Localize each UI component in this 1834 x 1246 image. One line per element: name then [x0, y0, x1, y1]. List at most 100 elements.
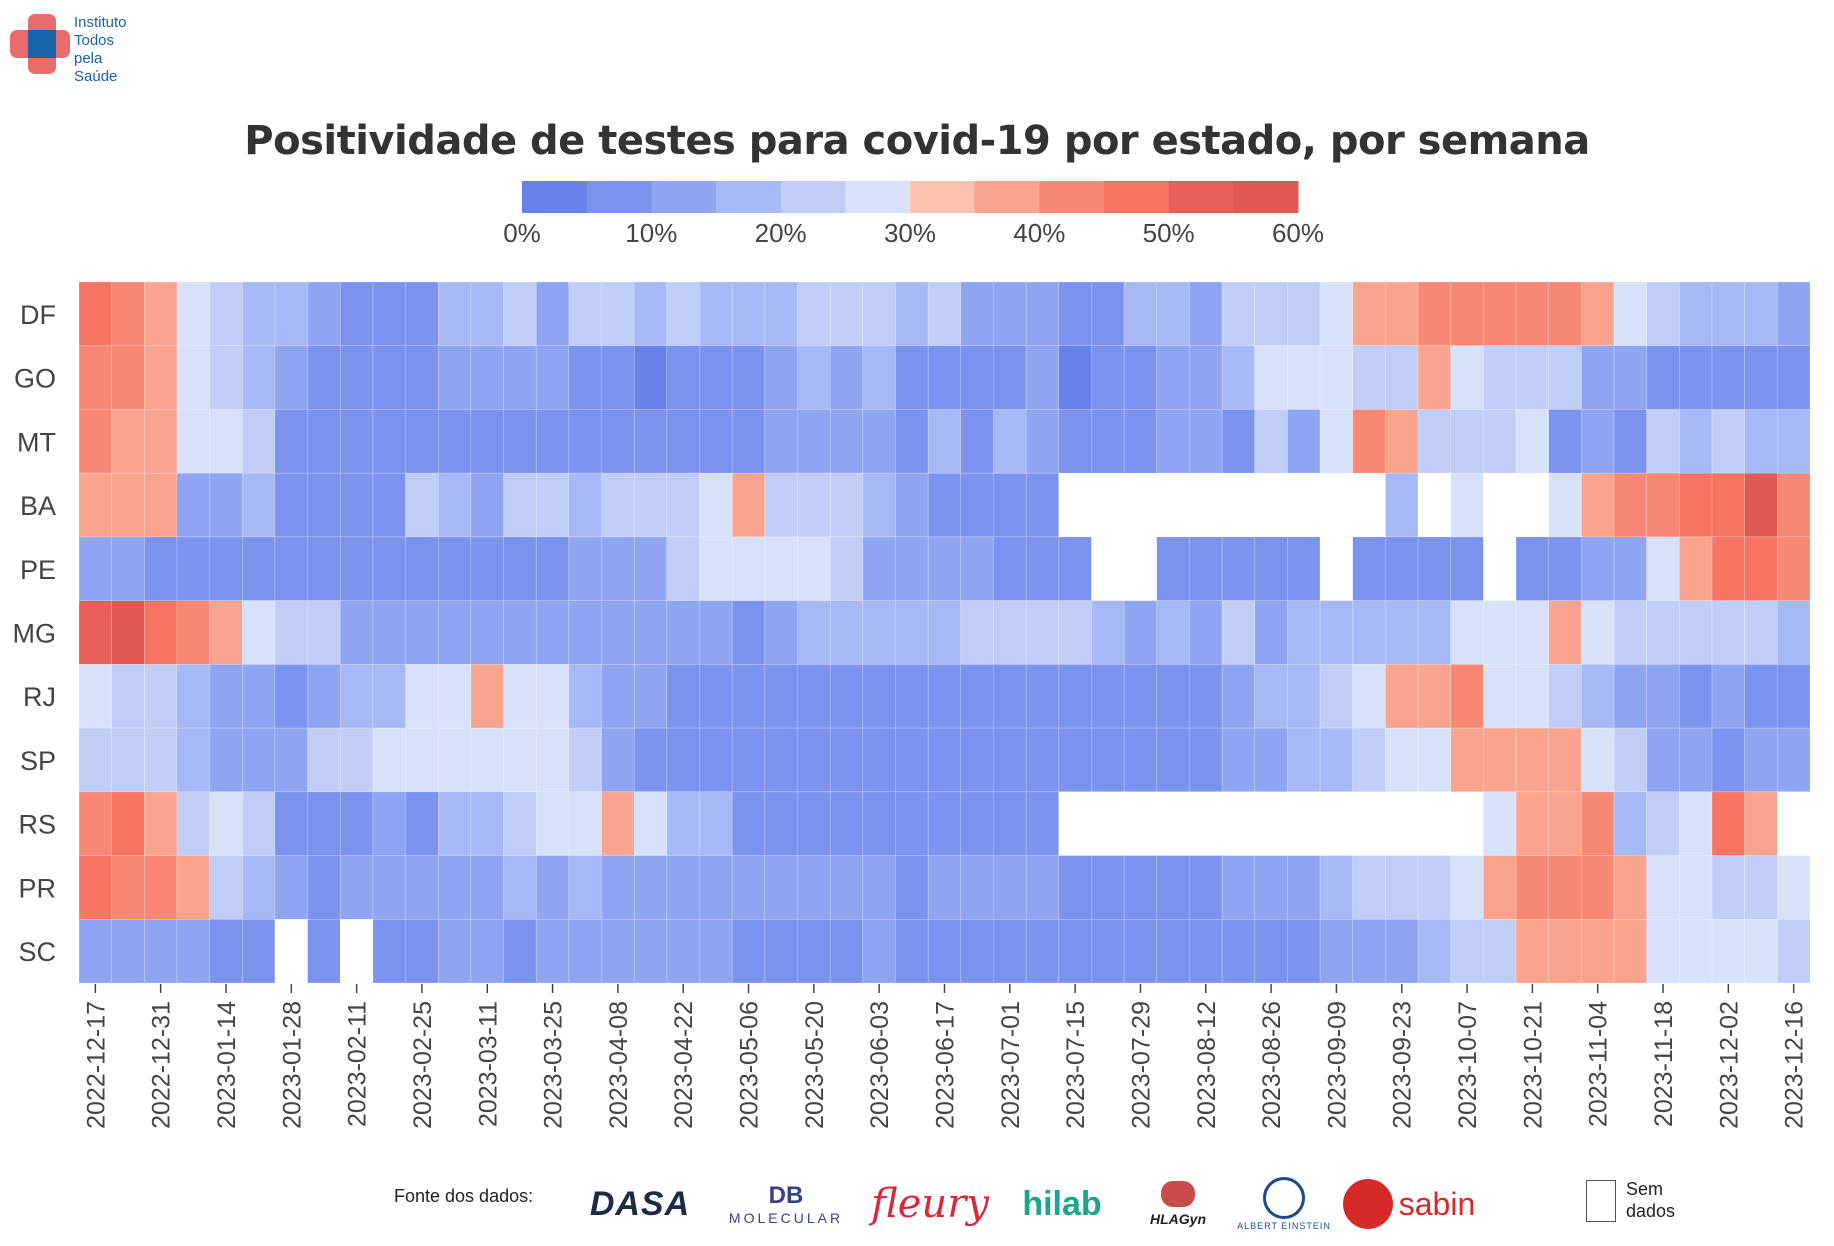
heatmap-cell — [1581, 727, 1615, 793]
heatmap-cell — [1287, 600, 1321, 665]
heatmap-cell — [1581, 918, 1615, 984]
y-tick-label: DF — [20, 300, 56, 330]
heatmap-cell — [503, 791, 537, 856]
heatmap-cell — [764, 664, 798, 729]
heatmap-cell — [1417, 281, 1452, 347]
heatmap-cell — [405, 855, 439, 920]
heatmap-cell — [1744, 536, 1778, 601]
heatmap-cell — [1679, 727, 1713, 793]
heatmap-cell — [927, 281, 962, 347]
heatmap-cell — [1548, 727, 1582, 793]
x-tick-label: 2023-07-15 — [1062, 1001, 1090, 1129]
heatmap-cell — [1254, 472, 1288, 538]
heatmap-cell — [307, 727, 341, 793]
heatmap-cell — [1221, 345, 1256, 410]
heatmap-cell — [111, 281, 145, 347]
heatmap-cell — [1123, 727, 1158, 793]
heatmap-cell — [1189, 409, 1223, 474]
heatmap-cell — [960, 472, 994, 538]
heatmap-cell — [1548, 409, 1582, 474]
heatmap-cell — [209, 409, 243, 474]
heatmap-cell — [1744, 600, 1778, 665]
heatmap-cell — [274, 345, 308, 410]
heatmap-cell — [1025, 727, 1060, 793]
heatmap-cell — [1058, 536, 1092, 601]
heatmap-cell — [568, 918, 602, 984]
heatmap-cell — [111, 727, 145, 793]
heatmap-cell — [1744, 472, 1778, 538]
heatmap-cell — [1385, 536, 1419, 601]
heatmap-cell — [209, 918, 243, 984]
heatmap-cell — [862, 918, 896, 984]
heatmap-cell — [1221, 409, 1256, 474]
heatmap-cell — [1123, 472, 1158, 538]
heatmap-cell — [144, 600, 178, 665]
heatmap-cell — [1417, 600, 1452, 665]
heatmap-cell — [1221, 727, 1256, 793]
heatmap-cell — [633, 472, 668, 538]
legend-tick-label: 20% — [755, 218, 807, 248]
legend-tick-label: 40% — [1013, 218, 1065, 248]
heatmap-cell — [993, 918, 1027, 984]
heatmap-cell — [666, 409, 700, 474]
db-logo-line-2: MOLECULAR — [728, 1210, 844, 1226]
legend-tick-label: 50% — [1143, 218, 1195, 248]
heatmap-cell — [242, 791, 276, 856]
logo-text: Instituto Todos pela Saúde — [74, 14, 127, 86]
heatmap-cell — [1548, 536, 1582, 601]
heatmap-cell — [1123, 600, 1158, 665]
x-tick-label: 2023-08-12 — [1193, 1001, 1221, 1129]
heatmap-cell — [1483, 536, 1517, 601]
heatmap-cell — [1581, 409, 1615, 474]
heatmap-cell — [1483, 918, 1517, 984]
y-tick-label: MT — [17, 427, 56, 457]
heatmap-cell — [1156, 536, 1190, 601]
heatmap-cell — [862, 345, 896, 410]
heatmap-cell — [960, 791, 994, 856]
legend-swatch — [845, 181, 911, 213]
heatmap-cell — [1548, 472, 1582, 538]
heatmap-cell — [1352, 791, 1386, 856]
heatmap-cell — [1156, 600, 1190, 665]
heatmap-cell — [470, 472, 504, 538]
heatmap-cell — [1025, 472, 1060, 538]
heatmap-cell — [1515, 600, 1550, 665]
heatmap-cell — [1156, 281, 1190, 347]
heatmap-cell — [1385, 855, 1419, 920]
heatmap-cell — [764, 918, 798, 984]
x-tick-label: 2023-09-09 — [1323, 1001, 1351, 1129]
heatmap-cell — [78, 345, 112, 410]
heatmap-cell — [895, 345, 929, 410]
heatmap-cell — [1515, 345, 1550, 410]
heatmap-cell — [372, 664, 406, 729]
heatmap-cell — [1156, 664, 1190, 729]
heatmap-cell — [111, 472, 145, 538]
x-tick-label: 2023-06-17 — [932, 1001, 960, 1129]
heatmap-cell — [1025, 664, 1060, 729]
heatmap-cell — [470, 664, 504, 729]
fleury-logo-text: fleury — [871, 1181, 989, 1227]
heatmap-cell — [339, 536, 374, 601]
heatmap-cell — [176, 472, 210, 538]
x-tick-label: 2023-10-07 — [1454, 1001, 1482, 1129]
sabin-logo: sabin — [1336, 1172, 1482, 1236]
heatmap-cell — [1450, 600, 1484, 665]
no-data-line-2: dados — [1626, 1201, 1676, 1221]
heatmap-cell — [1254, 281, 1288, 347]
heatmap-cell — [1025, 791, 1060, 856]
heatmap-cell — [339, 918, 374, 984]
heatmap-cell — [535, 409, 570, 474]
heatmap-cell — [1221, 855, 1256, 920]
heatmap-cell — [1156, 409, 1190, 474]
heatmap-cell — [274, 664, 308, 729]
legend-tick-label: 30% — [884, 218, 936, 248]
heatmap-cell — [437, 409, 472, 474]
heatmap-cell — [307, 345, 341, 410]
heatmap-cell — [1581, 472, 1615, 538]
heatmap-cell — [144, 918, 178, 984]
heatmap-cell — [1058, 727, 1092, 793]
heatmap-cell — [601, 791, 635, 856]
heatmap-cell — [1091, 918, 1125, 984]
heatmap-cell — [78, 918, 112, 984]
heatmap-cell — [1417, 791, 1452, 856]
